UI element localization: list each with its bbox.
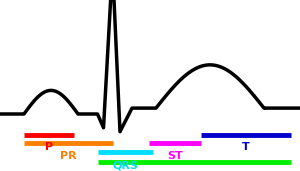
- Text: QRS: QRS: [112, 160, 138, 170]
- Text: QT: QT: [186, 170, 203, 171]
- Text: ST: ST: [167, 151, 183, 161]
- Text: PR: PR: [60, 151, 76, 161]
- Text: P: P: [45, 142, 53, 153]
- Text: T: T: [242, 142, 250, 153]
